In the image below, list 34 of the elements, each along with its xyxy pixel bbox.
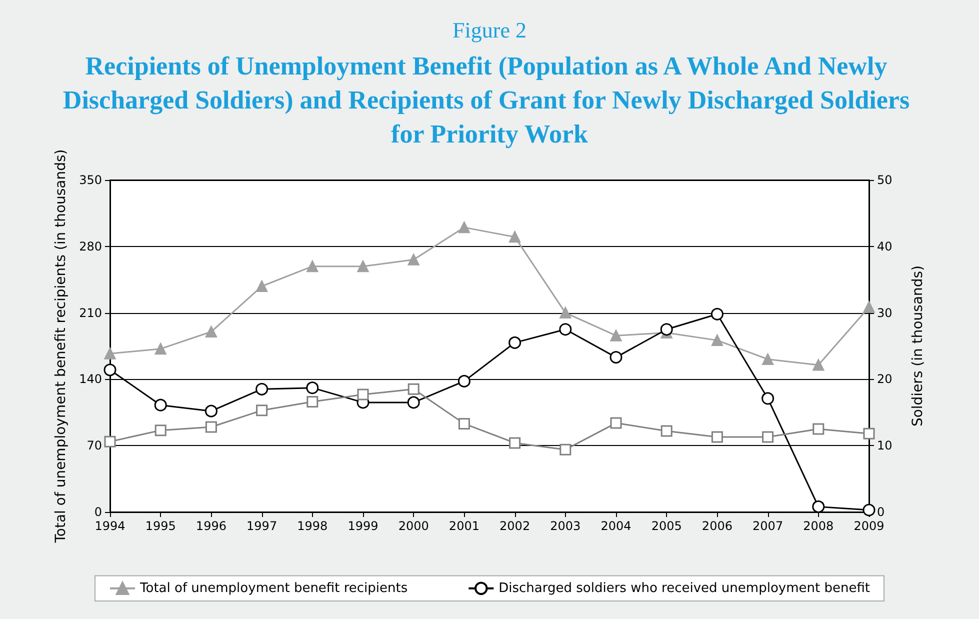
y2-tick-label: 30 [877, 306, 892, 320]
y-axis-title: Total of unemployment benefit recipients (in thousands) [53, 149, 69, 544]
x-tick-label: 2002 [500, 519, 530, 533]
x-tick-label: 2005 [651, 519, 682, 533]
x-tick-label: 2007 [752, 519, 784, 533]
y2-tick-label: 40 [877, 239, 892, 254]
y-tick-label: 140 [79, 372, 102, 386]
legend-label: Discharged soldiers who received unemployment benefit [498, 580, 870, 596]
x-tick-label: 1996 [196, 519, 226, 533]
y-tick-label: 350 [79, 173, 102, 187]
x-tick-label: 2006 [702, 519, 732, 533]
x-tick-label: 1998 [297, 519, 328, 533]
y2-axis-title: Soldiers (in thousands) [910, 265, 926, 427]
y-tick-label: 70 [86, 438, 102, 453]
legend-label: Total of unemployment benefit recipients [139, 580, 408, 596]
y2-tick-label: 10 [877, 438, 892, 453]
x-tick-label: 2000 [398, 519, 429, 533]
y2-tick-label: 50 [877, 173, 892, 187]
x-tick-label: 2008 [803, 519, 834, 533]
y-tick-label: 280 [79, 239, 102, 254]
chart-subtitle: Recipients of Unemployment Benefit (Population as A Whole And Newly Discharged Soldiers) and Recipients of Grant for Newly Discharged Soldiers for Priority Work [62, 52, 916, 148]
x-tick-label: 2009 [854, 519, 884, 533]
y-tick-label: 0 [94, 505, 102, 519]
y2-tick-label: 20 [877, 372, 892, 386]
x-tick-label: 2004 [600, 519, 632, 533]
x-tick-label: 1997 [246, 519, 278, 533]
chart-title: Figure 2 [452, 18, 526, 42]
x-tick-label: 1995 [145, 519, 176, 533]
y2-tick-label: 0 [877, 505, 885, 519]
x-tick-label: 2001 [448, 519, 480, 533]
y-tick-label: 210 [79, 306, 102, 320]
x-tick-label: 1994 [94, 519, 126, 533]
x-tick-label: 2003 [550, 519, 581, 533]
x-tick-label: 1999 [348, 519, 378, 533]
